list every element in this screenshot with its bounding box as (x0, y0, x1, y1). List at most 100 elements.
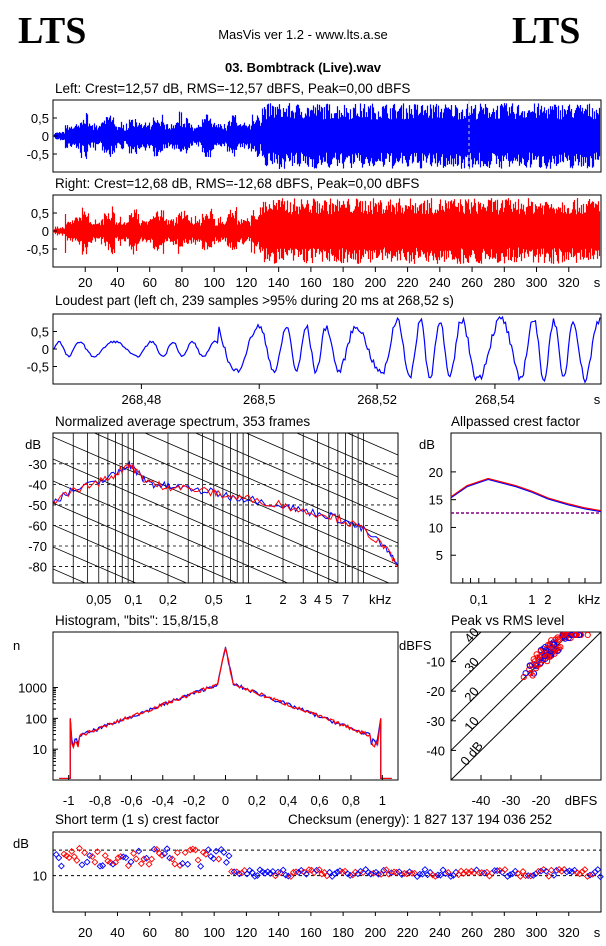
right-waveform (53, 198, 601, 264)
shortcrest-point (576, 870, 584, 878)
shortcrest-point (52, 850, 60, 858)
shortcrest-point (173, 849, 181, 857)
spectrum-xtick-label: 0,2 (159, 592, 177, 607)
peakrms-point (533, 651, 540, 658)
spectrum-xtick-label: 7 (342, 592, 349, 607)
peakrms-point (567, 635, 574, 642)
shortcrest-point (591, 868, 599, 876)
histogram-ytick-label: 1000 (18, 681, 47, 696)
shortcrest-point (248, 869, 256, 876)
loudest-xtick-label: 268,48 (122, 392, 162, 407)
shortcrest-point (589, 870, 597, 878)
shortcrest-xtick-label: 20 (78, 925, 92, 940)
histogram-xtick-label: -0,2 (183, 793, 205, 808)
spectrum-diagonal (53, 524, 188, 583)
shortcrest-point (266, 869, 274, 877)
shortcrest-xtick-label: 240 (429, 925, 451, 940)
shortcrest-point (86, 852, 94, 859)
shortcrest-point (462, 868, 470, 876)
peakrms-xtick-label: -30 (502, 793, 521, 808)
peakrms-xtick-label: -40 (472, 793, 491, 808)
crest-ytick-label: 20 (429, 465, 443, 480)
shortcrest-point (204, 846, 212, 854)
shortcrest-point (444, 869, 452, 876)
spectrum-title: Normalized average spectrum, 353 frames (55, 414, 311, 429)
shortcrest-point (199, 848, 207, 856)
right-xtick-label: 220 (397, 275, 419, 290)
crest-xtick-label: 1 (528, 592, 535, 607)
shortcrest-point (65, 854, 73, 862)
spectrum-diagonal (53, 635, 398, 785)
peakrms-title: Peak vs RMS level (451, 613, 565, 628)
histogram-left-curve (59, 646, 392, 780)
shortcrest-point (429, 871, 437, 879)
spectrum-diagonal (53, 591, 398, 741)
shortcrest-xtick-label: 120 (236, 925, 258, 940)
shortcrest-point (553, 866, 560, 874)
peakrms-point (526, 666, 533, 673)
shortcrest-point (563, 868, 571, 876)
shortcrest-point (81, 849, 89, 857)
crest-ytick-label: 5 (436, 548, 443, 563)
shortcrest-point (452, 868, 460, 876)
shortcrest-point (333, 868, 341, 876)
shortcrest-point (143, 854, 150, 862)
spectrum-ytick-label: -70 (28, 539, 47, 554)
loudest-ytick-label: 0,5 (31, 325, 49, 340)
shortcrest-point (496, 867, 504, 874)
shortcrest-point (457, 867, 465, 875)
peakrms-crest-label: 10 (461, 713, 482, 734)
histogram-title: Histogram, "bits": 15,8/15,8 (55, 613, 219, 628)
shortcrest-point (460, 870, 468, 877)
spectrum-ytick-label: -60 (28, 518, 47, 533)
crest-xtick-label: 2 (544, 592, 551, 607)
spectrum-xtick-label: 0,05 (86, 592, 111, 607)
shortcrest-point (519, 868, 527, 875)
right-ytick-label: 0,5 (31, 206, 49, 221)
shortcrest-point (279, 866, 287, 874)
shortcrest-point (421, 866, 429, 874)
peakrms-crest-label: 30 (461, 654, 482, 675)
shortcrest-point (207, 852, 215, 860)
shortcrest-point (357, 867, 364, 875)
shortcrest-point (168, 855, 176, 863)
shortcrest-point (161, 850, 168, 858)
shortcrest-point (418, 870, 426, 878)
shortcrest-point (372, 868, 380, 876)
crest-xunit: kHz (578, 592, 600, 607)
shortcrest-point (344, 870, 352, 878)
shortcrest-point (555, 866, 563, 873)
shortcrest-point (210, 855, 217, 863)
shortcrest-point (424, 871, 432, 879)
peakrms-point (584, 631, 591, 639)
peakrms-ytick-label: -30 (426, 714, 445, 729)
shortcrest-point (560, 866, 568, 873)
shortcrest-point (264, 868, 272, 876)
shortcrest-ytick-label: 10 (33, 869, 47, 884)
shortcrest-point (106, 858, 114, 866)
shortcrest-frame (52, 831, 602, 913)
shortcrest-point (212, 847, 220, 855)
peakrms-point (531, 658, 538, 665)
histogram-ytick-label: 100 (25, 711, 47, 726)
loudest-xtick-label: 268,5 (243, 392, 276, 407)
shortcrest-point (287, 872, 295, 880)
shortcrest-point (511, 867, 519, 875)
spectrum-diagonal (295, 433, 398, 478)
peakrms-point (526, 662, 533, 669)
shortcrest-point (153, 845, 161, 853)
shortcrest-point (176, 862, 184, 869)
shortcrest-point (501, 866, 509, 874)
right-xtick-label: 120 (236, 275, 258, 290)
shortcrest-point (578, 868, 586, 876)
right-xtick-label: 20 (78, 275, 92, 290)
shortcrest-point (504, 872, 511, 880)
shortcrest-point (137, 860, 145, 868)
shortcrest-point (565, 867, 573, 875)
spectrum-ylabel: dB (25, 437, 41, 452)
peakrms-point (541, 644, 549, 651)
shortcrest-point (148, 855, 156, 863)
shortcrest-point (545, 872, 553, 880)
loudest-frame (52, 313, 602, 385)
